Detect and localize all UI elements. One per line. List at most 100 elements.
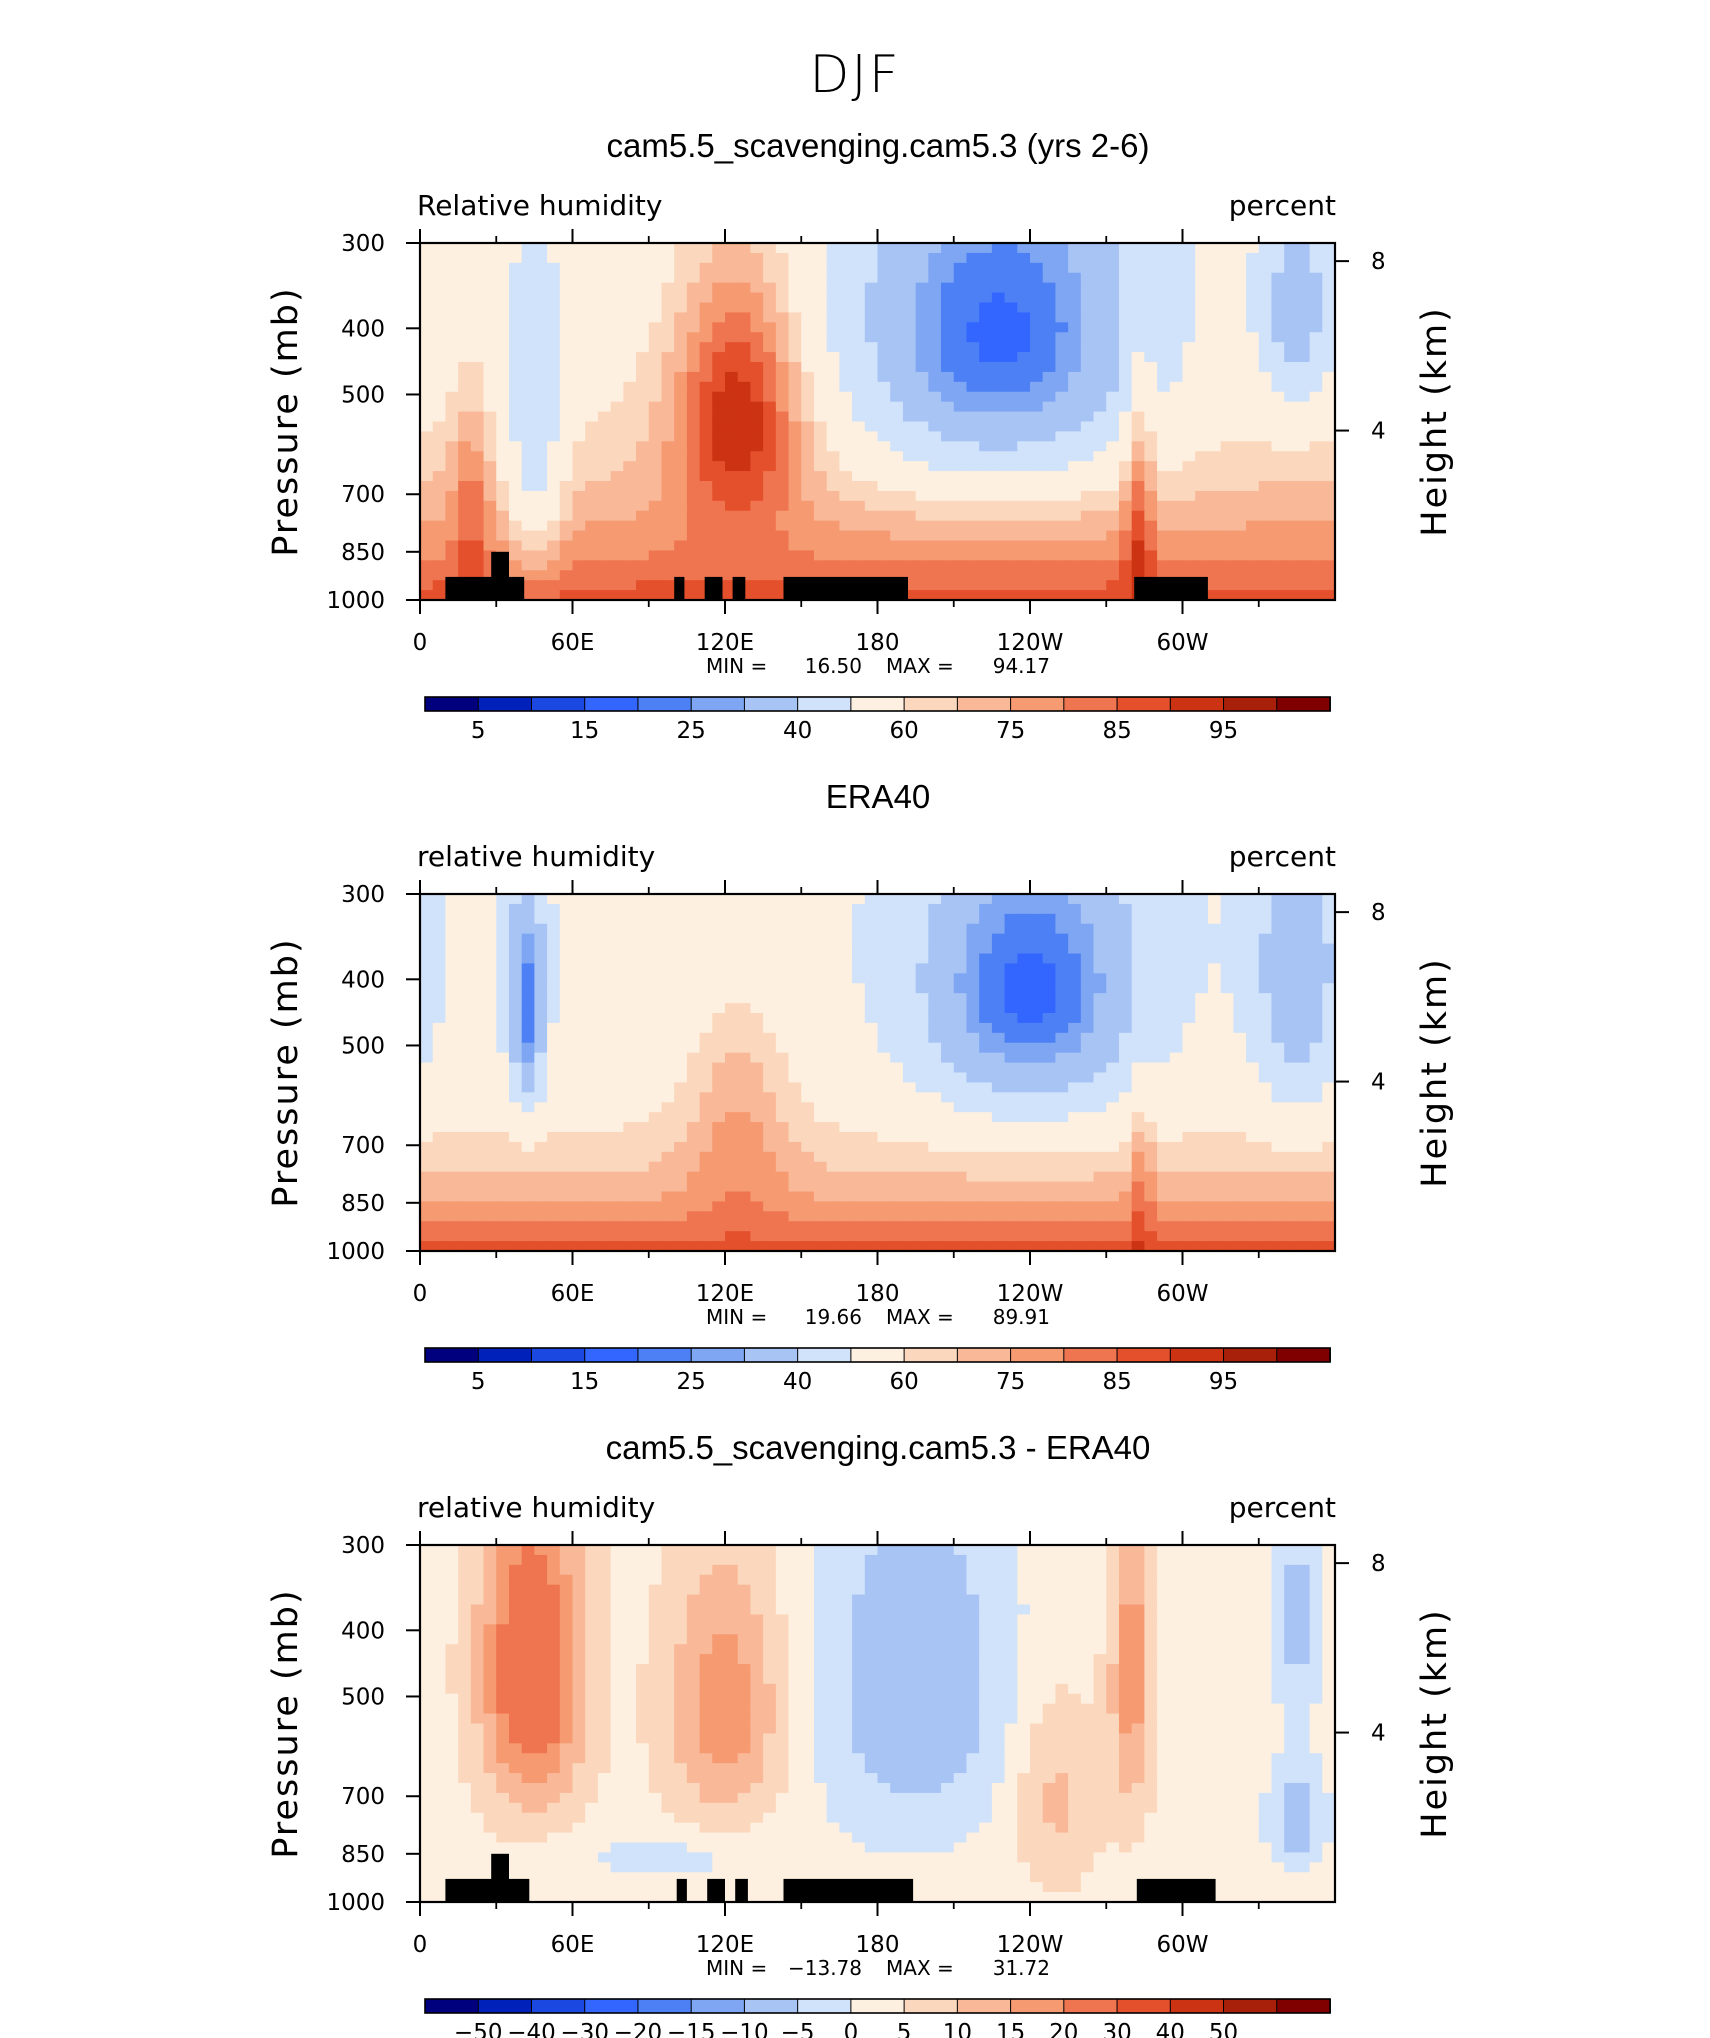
contour-cell — [648, 342, 663, 353]
contour-cell — [813, 903, 828, 915]
contour-cell — [674, 1122, 688, 1133]
contour-cell — [674, 903, 688, 915]
contour-cell — [864, 421, 879, 433]
contour-cell — [1131, 894, 1145, 905]
contour-cell — [902, 490, 917, 502]
contour-cell — [763, 1032, 777, 1044]
contour-cell — [788, 1151, 802, 1163]
contour-cell — [610, 1141, 624, 1153]
contour-cell — [902, 322, 917, 333]
contour-cell — [496, 312, 510, 323]
contour-cell — [445, 272, 459, 284]
contour-cell — [826, 1201, 840, 1212]
contour-cell — [1004, 1151, 1018, 1163]
contour-cell — [991, 1032, 1006, 1044]
contour-cell — [801, 1132, 815, 1143]
contour-cell — [1271, 520, 1285, 532]
contour-cell — [1080, 1072, 1095, 1084]
contour-cell — [636, 520, 650, 532]
contour-cell — [1118, 391, 1133, 403]
contour-cell — [813, 570, 828, 581]
contour-cell — [572, 590, 586, 601]
contour-cell — [445, 983, 459, 994]
contour-cell — [725, 371, 739, 383]
topography-mask — [783, 576, 908, 600]
contour-cell — [508, 1032, 523, 1044]
contour-cell — [508, 1062, 523, 1074]
contour-cell — [483, 441, 497, 452]
contour-cell — [813, 332, 828, 343]
contour-cell — [1131, 371, 1145, 383]
contour-cell — [1233, 1022, 1247, 1034]
contour-cell — [496, 371, 510, 383]
contour-cell — [750, 963, 764, 974]
contour-cell — [1258, 913, 1273, 925]
contour-cell — [1169, 332, 1184, 343]
contour-cell — [699, 441, 713, 452]
contour-cell — [508, 1052, 523, 1064]
contour-cell — [534, 391, 548, 403]
contour-cell — [839, 391, 853, 403]
contour-cell — [1182, 1082, 1196, 1093]
colorbar-box — [477, 696, 533, 712]
contour-cell — [585, 1032, 599, 1044]
contour-cell — [559, 540, 574, 552]
contour-cell — [1220, 312, 1234, 323]
contour-cell — [432, 570, 447, 581]
contour-cell — [966, 963, 980, 974]
contour-cell — [445, 282, 459, 294]
contour-cell — [521, 1171, 535, 1183]
contour-cell — [1093, 590, 1107, 601]
contour-cell — [572, 262, 586, 274]
contour-cell — [1258, 560, 1273, 571]
contour-cell — [1055, 342, 1069, 353]
contour-cell — [1182, 441, 1196, 452]
contour-cell — [699, 1112, 713, 1123]
contour-cell — [1195, 262, 1209, 274]
contour-cell — [483, 302, 497, 314]
contour-cell — [458, 252, 472, 264]
contour-cell — [890, 322, 904, 333]
contour-cell — [1004, 421, 1018, 433]
contour-cell — [1080, 302, 1095, 314]
contour-cell — [852, 540, 866, 552]
contour-cell — [1004, 1082, 1018, 1093]
contour-cell — [496, 1082, 510, 1093]
contour-cell — [636, 252, 650, 264]
contour-cell — [775, 530, 790, 542]
contour-cell — [559, 1032, 574, 1044]
contour-cell — [1322, 1052, 1336, 1064]
contour-cell — [1106, 1082, 1120, 1093]
contour-cell — [648, 461, 663, 472]
contour-cell — [953, 302, 968, 314]
contour-cell — [1030, 1022, 1044, 1034]
contour-cell — [763, 1052, 777, 1064]
contour-cell — [966, 272, 980, 284]
contour-cell — [470, 1171, 485, 1183]
contour-cell — [928, 1092, 942, 1103]
contour-cell — [1093, 1082, 1107, 1093]
contour-cell — [801, 560, 815, 571]
contour-cell — [432, 943, 447, 955]
contour-cell — [585, 1042, 599, 1054]
contour-cell — [508, 471, 523, 482]
contour-cell — [597, 510, 612, 522]
contour-cell — [1106, 441, 1120, 452]
contour-cell — [1284, 894, 1298, 905]
contour-cell — [941, 1112, 955, 1123]
contour-cell — [979, 580, 993, 591]
contour-cell — [864, 903, 879, 915]
contour-cell — [483, 1181, 497, 1193]
contour-cell — [597, 530, 612, 542]
contour-cell — [763, 252, 777, 264]
contour-cell — [1220, 580, 1234, 591]
contour-cell — [1080, 1042, 1095, 1054]
contour-cell — [737, 1092, 752, 1103]
contour-cell — [1296, 993, 1311, 1004]
contour-cell — [1322, 1042, 1336, 1054]
contour-cell — [597, 342, 612, 353]
contour-cell — [1207, 894, 1222, 905]
contour-cell — [826, 342, 840, 353]
contour-cell — [610, 1151, 624, 1163]
contour-cell — [686, 1201, 701, 1212]
